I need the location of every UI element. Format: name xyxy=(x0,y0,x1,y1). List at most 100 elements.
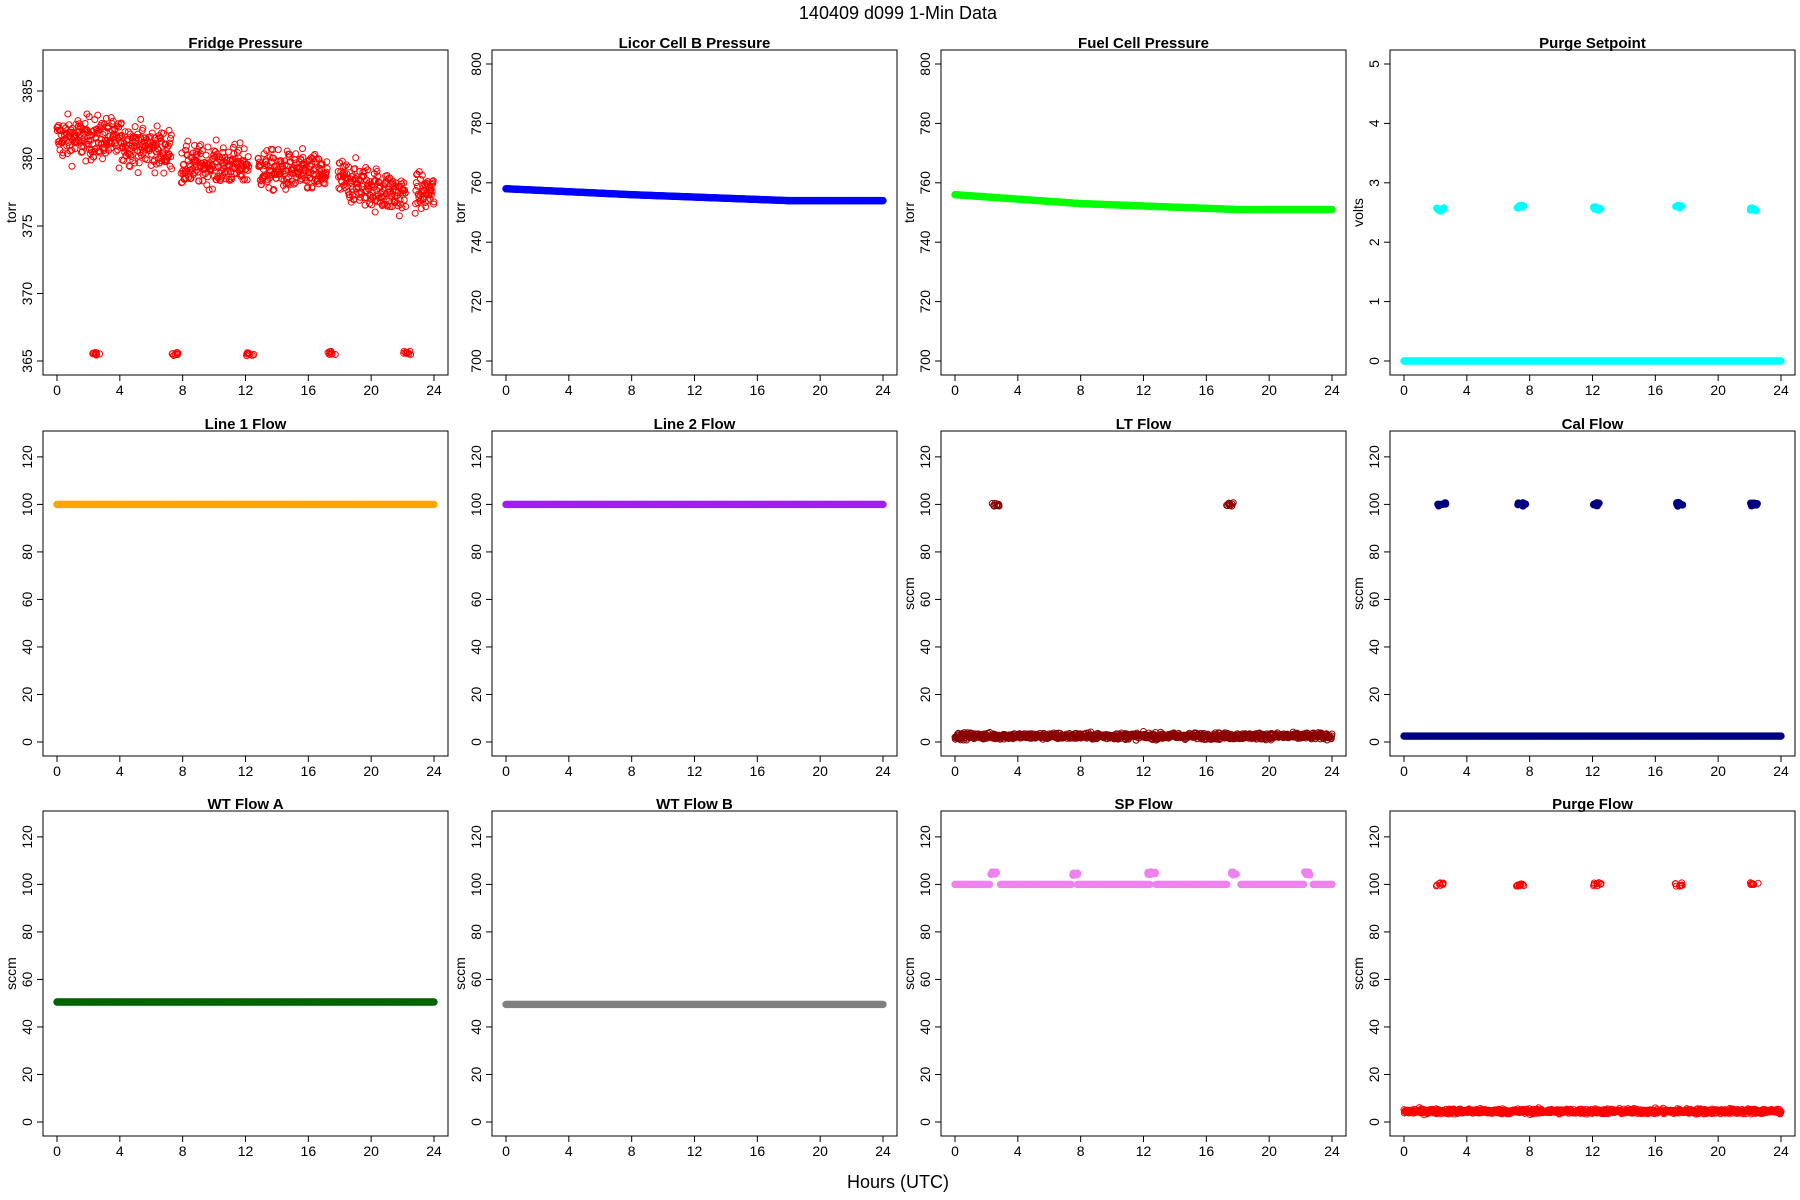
data-point xyxy=(153,122,161,130)
y-tick-label: 20 xyxy=(917,686,933,702)
x-tick-label: 8 xyxy=(1077,382,1085,398)
plot-frame xyxy=(1389,49,1796,376)
data-point xyxy=(124,128,132,136)
y-tick-label: 120 xyxy=(1366,445,1382,469)
data-point xyxy=(1228,500,1236,508)
x-tick-label: 8 xyxy=(1526,763,1534,779)
data-point xyxy=(126,163,134,171)
data-point xyxy=(68,146,76,154)
x-tick-label: 16 xyxy=(750,763,766,779)
data-point xyxy=(173,349,181,357)
x-tick-label: 20 xyxy=(1710,382,1726,398)
x-tick-label: 0 xyxy=(502,382,510,398)
y-axis-label: torr xyxy=(452,202,468,223)
x-tick-label: 24 xyxy=(1324,763,1340,779)
x-tick-label: 24 xyxy=(1773,763,1789,779)
data-point xyxy=(94,111,102,119)
data-point xyxy=(166,139,174,147)
data-point xyxy=(153,145,161,153)
data-point xyxy=(1328,730,1336,738)
data-point xyxy=(326,350,334,358)
data-series xyxy=(951,499,1336,744)
x-tick-label: 16 xyxy=(1199,382,1215,398)
data-point xyxy=(151,156,159,164)
data-point xyxy=(114,120,122,128)
data-point xyxy=(243,176,251,184)
x-tick-label: 0 xyxy=(951,763,959,779)
data-point xyxy=(186,163,194,171)
data-point xyxy=(100,147,108,155)
data-point xyxy=(264,175,272,183)
data-point xyxy=(411,209,419,217)
data-point xyxy=(400,179,408,187)
data-point xyxy=(128,134,136,142)
data-point xyxy=(402,203,410,211)
x-tick-label: 0 xyxy=(53,763,61,779)
data-point xyxy=(82,157,90,165)
data-point xyxy=(68,124,76,132)
data-point xyxy=(245,349,253,357)
x-tick-label: 0 xyxy=(502,763,510,779)
data-point xyxy=(219,144,227,152)
x-tick-label: 4 xyxy=(116,1143,124,1159)
y-tick-label: 0 xyxy=(468,738,484,746)
plot-frame xyxy=(42,49,449,376)
y-tick-label: 80 xyxy=(468,544,484,560)
x-tick-label: 0 xyxy=(53,1143,61,1159)
y-tick-label: 80 xyxy=(19,924,35,940)
y-axis-label: torr xyxy=(901,202,917,223)
y-tick-label: 800 xyxy=(468,52,484,76)
data-point xyxy=(147,133,155,141)
y-tick-label: 20 xyxy=(1366,686,1382,702)
y-tick-label: 700 xyxy=(917,349,933,373)
data-point xyxy=(352,154,360,162)
data-point xyxy=(182,142,190,150)
x-tick-label: 8 xyxy=(1077,763,1085,779)
data-point xyxy=(269,154,277,162)
x-tick-label: 24 xyxy=(426,763,442,779)
x-tick-label: 8 xyxy=(628,763,636,779)
plot-frame xyxy=(42,810,449,1137)
data-point xyxy=(879,500,887,509)
y-tick-label: 780 xyxy=(917,112,933,136)
data-point xyxy=(1328,205,1336,214)
x-tick-label: 12 xyxy=(238,1143,254,1159)
data-point xyxy=(341,162,349,170)
figure-x-axis-label: Hours (UTC) xyxy=(847,1172,949,1192)
data-point xyxy=(204,143,212,151)
y-tick-label: 740 xyxy=(917,230,933,254)
data-point xyxy=(112,147,120,155)
data-point xyxy=(362,164,370,172)
data-point xyxy=(271,162,279,170)
data-point xyxy=(406,347,414,355)
y-tick-label: 760 xyxy=(917,171,933,195)
data-point xyxy=(368,201,376,209)
x-tick-label: 4 xyxy=(565,763,573,779)
x-tick-label: 4 xyxy=(1014,382,1022,398)
y-tick-label: 0 xyxy=(1366,738,1382,746)
x-tick-label: 0 xyxy=(53,382,61,398)
data-point xyxy=(323,165,331,173)
x-tick-label: 8 xyxy=(179,382,187,398)
data-point xyxy=(139,124,147,132)
y-tick-label: 20 xyxy=(19,1066,35,1082)
data-series xyxy=(53,110,438,360)
data-point xyxy=(1676,500,1684,508)
data-series xyxy=(1400,201,1785,365)
figure-title: 140409 d099 1-Min Data xyxy=(799,3,998,23)
y-tick-label: 120 xyxy=(468,445,484,469)
y-axis-label: torr xyxy=(3,202,19,223)
data-point xyxy=(274,146,282,154)
data-point xyxy=(407,351,415,359)
data-point xyxy=(134,152,142,160)
data-point xyxy=(379,193,387,201)
data-point xyxy=(71,145,79,153)
y-tick-label: 100 xyxy=(19,873,35,897)
data-point xyxy=(290,180,298,188)
data-point xyxy=(106,132,114,140)
